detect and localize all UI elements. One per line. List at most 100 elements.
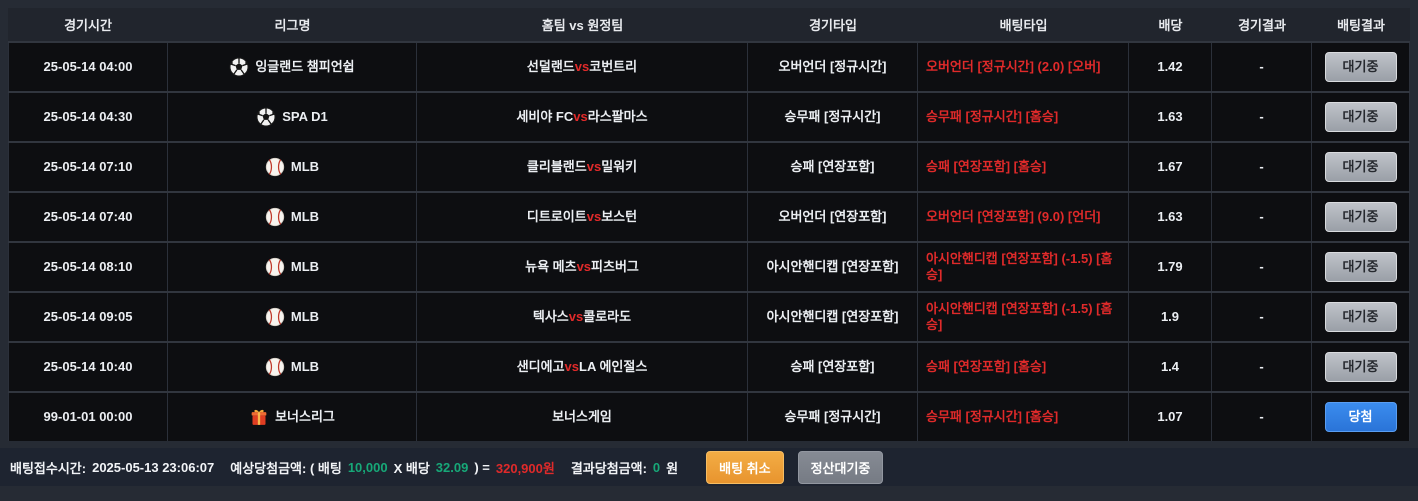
soccer-icon xyxy=(229,57,249,77)
settlement-pending-button[interactable]: 정산대기중 xyxy=(797,450,884,484)
league-name: MLB xyxy=(290,358,320,374)
league-name: 잉글랜드 챔피언쉽 xyxy=(255,58,355,74)
cell-league: SPA D1 xyxy=(168,93,417,141)
cell-teams: 클리블랜드 vs 밀워키 xyxy=(417,143,748,191)
away-team: 밀워키 xyxy=(601,158,638,174)
cell-teams: 뉴욕 메츠 vs 피츠버그 xyxy=(417,243,748,291)
league-name: MLB xyxy=(290,208,320,224)
cell-odds: 1.07 xyxy=(1129,393,1212,441)
receipt-time-label: 배팅접수시간: xyxy=(10,460,87,476)
table-row: 25-05-14 04:00 xyxy=(8,41,1410,91)
soccer-icon xyxy=(256,107,276,127)
cell-bet-type: 승무패 [정규시간] [홈승] xyxy=(918,93,1129,141)
league-name: MLB xyxy=(290,308,320,324)
cell-match-type: 오버언더 [연장포함] xyxy=(748,193,918,241)
table-body: 25-05-14 04:00 xyxy=(8,41,1410,441)
cell-match-time: 25-05-14 07:10 xyxy=(8,143,168,191)
cell-league: MLB xyxy=(168,243,417,291)
gift-icon xyxy=(249,407,269,427)
bet-result-button[interactable]: 대기중 xyxy=(1324,351,1397,383)
bet-amount-value: 10,000 xyxy=(347,459,388,475)
bet-result-button[interactable]: 대기중 xyxy=(1324,101,1397,133)
table-row: 25-05-14 07:40 xyxy=(8,191,1410,241)
home-team: 샌디에고 xyxy=(516,358,565,374)
bet-result-button[interactable]: 당첨 xyxy=(1324,401,1397,433)
header-league: 리그명 xyxy=(274,18,311,33)
header-match-type: 경기타입 xyxy=(809,18,857,33)
cell-teams: 보너스게임 xyxy=(417,393,748,441)
cell-league: MLB xyxy=(168,343,417,391)
bet-result-button[interactable]: 대기중 xyxy=(1324,151,1397,183)
cell-match-result: - xyxy=(1212,143,1312,191)
cell-league: MLB xyxy=(168,193,417,241)
vs-label: vs xyxy=(574,58,590,74)
home-team: 선덜랜드 xyxy=(526,58,575,74)
vs-label: vs xyxy=(586,208,602,224)
receipt-time-value: 2025-05-13 23:06:07 xyxy=(92,459,215,475)
cell-match-result: - xyxy=(1212,43,1312,91)
cell-teams: 샌디에고 vs LA 에인절스 xyxy=(417,343,748,391)
cell-match-time: 25-05-14 04:00 xyxy=(8,43,168,91)
cell-bet-result: 대기중 xyxy=(1312,43,1410,91)
baseball-icon xyxy=(265,207,285,227)
league-name: SPA D1 xyxy=(282,108,328,124)
home-team: 보너스게임 xyxy=(552,408,612,424)
result-currency-label: 원 xyxy=(666,460,679,476)
table-row: 25-05-14 09:05 xyxy=(8,291,1410,341)
table-row: 99-01-01 00:00 xyxy=(8,391,1410,441)
cell-league: MLB xyxy=(168,293,417,341)
bet-result-button[interactable]: 대기중 xyxy=(1324,301,1397,333)
home-team: 디트로이트 xyxy=(526,208,587,224)
cancel-bet-button[interactable]: 배팅 취소 xyxy=(706,450,784,484)
vs-label: vs xyxy=(576,258,592,274)
home-team: 뉴욕 메츠 xyxy=(525,258,577,274)
league-name: MLB xyxy=(290,158,320,174)
cell-bet-result: 대기중 xyxy=(1312,243,1410,291)
bet-result-button[interactable]: 대기중 xyxy=(1324,251,1397,283)
cell-match-type: 승무패 [정규시간] xyxy=(748,393,918,441)
away-team: 보스턴 xyxy=(601,208,638,224)
cell-league: 보너스리그 xyxy=(168,393,417,441)
cell-match-type: 승패 [연장포함] xyxy=(748,343,918,391)
home-team: 텍사스 xyxy=(532,308,569,324)
total-odds-value: 32.09 xyxy=(435,459,469,475)
vs-label: vs xyxy=(586,158,602,174)
cell-match-time: 99-01-01 00:00 xyxy=(8,393,168,441)
vs-label: vs xyxy=(568,308,584,324)
cell-match-result: - xyxy=(1212,343,1312,391)
cell-bet-type: 승무패 [정규시간] [홈승] xyxy=(918,393,1129,441)
baseball-icon xyxy=(265,307,285,327)
table-row: 25-05-14 10:40 xyxy=(8,341,1410,391)
cell-league: MLB xyxy=(168,143,417,191)
cell-odds: 1.63 xyxy=(1129,93,1212,141)
cell-match-time: 25-05-14 04:30 xyxy=(8,93,168,141)
table-header-row: 경기시간 리그명 홈팀 vs 원정팀 경기타입 배팅타입 배당 경기결과 배팅결… xyxy=(8,8,1410,41)
cell-teams: 텍사스 vs 콜로라도 xyxy=(417,293,748,341)
cell-teams: 세비야 FC vs 라스팔마스 xyxy=(417,93,748,141)
cell-bet-result: 대기중 xyxy=(1312,343,1410,391)
vs-label: vs xyxy=(573,108,588,124)
cell-bet-type: 오버언더 [연장포함] (9.0) [언더] xyxy=(918,193,1129,241)
cell-odds: 1.63 xyxy=(1129,193,1212,241)
header-odds: 배당 xyxy=(1158,18,1183,33)
league-name: 보너스리그 xyxy=(275,408,335,424)
cell-bet-type: 아시안핸디캡 [연장포함] (-1.5) [홈승] xyxy=(918,243,1129,291)
bet-result-button[interactable]: 대기중 xyxy=(1324,201,1397,233)
cell-teams: 디트로이트 vs 보스턴 xyxy=(417,193,748,241)
bet-result-button[interactable]: 대기중 xyxy=(1324,51,1397,83)
cell-match-time: 25-05-14 09:05 xyxy=(8,293,168,341)
cell-bet-type: 오버언더 [정규시간] (2.0) [오버] xyxy=(918,43,1129,91)
cell-bet-result: 대기중 xyxy=(1312,93,1410,141)
cell-match-type: 승무패 [정규시간] xyxy=(748,93,918,141)
cell-match-type: 승패 [연장포함] xyxy=(748,143,918,191)
cell-match-time: 25-05-14 08:10 xyxy=(8,243,168,291)
cell-bet-result: 대기중 xyxy=(1312,143,1410,191)
cell-match-result: - xyxy=(1212,293,1312,341)
bet-summary-bar: 배팅접수시간: 2025-05-13 23:06:07 예상당첨금액: ( 배팅… xyxy=(0,448,1418,486)
expected-amount-label: 예상당첨금액: ( 배팅 xyxy=(230,460,342,476)
away-team: LA 에인절스 xyxy=(579,358,648,374)
baseball-icon xyxy=(265,357,285,377)
times-odds-label: X 배당 xyxy=(393,460,430,476)
cell-match-type: 오버언더 [정규시간] xyxy=(748,43,918,91)
cell-match-type: 아시안핸디캡 [연장포함] xyxy=(748,243,918,291)
